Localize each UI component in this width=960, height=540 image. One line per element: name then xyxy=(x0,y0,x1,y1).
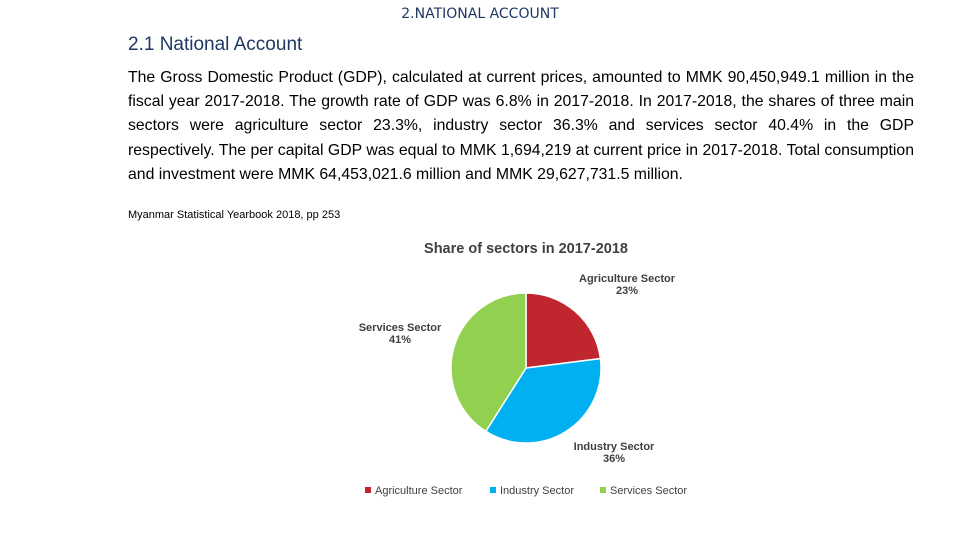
legend-swatch xyxy=(600,487,606,493)
pie-chart: Share of sectors in 2017-2018 Agricultur… xyxy=(359,241,688,497)
legend-swatch xyxy=(490,487,496,493)
legend-swatch xyxy=(365,487,371,493)
body-paragraph: The Gross Domestic Product (GDP), calcul… xyxy=(128,69,914,183)
slice-value-label: 41% xyxy=(389,334,411,346)
legend-item: Industry Sector xyxy=(490,485,574,497)
chart-legend: Agriculture Sector Industry Sector Service… xyxy=(365,485,687,497)
legend-item: Agriculture Sector xyxy=(365,485,463,497)
pie-slices xyxy=(450,292,602,444)
legend-label: Industry Sector xyxy=(500,485,574,497)
slice-name-label: Industry Sector xyxy=(574,441,655,453)
slice-value-label: 23% xyxy=(616,285,638,297)
slide-title: 2.NATIONAL ACCOUNT xyxy=(401,6,559,22)
pie-slice-services-sector xyxy=(450,292,527,433)
legend-item: Services Sector xyxy=(600,485,687,497)
slice-value-label: 36% xyxy=(603,453,625,465)
legend-label: Agriculture Sector xyxy=(375,485,463,497)
pie-slice-agriculture-sector xyxy=(525,292,602,369)
source-note: Myanmar Statistical Yearbook 2018, pp 25… xyxy=(128,209,341,221)
chart-title: Share of sectors in 2017-2018 xyxy=(424,241,628,257)
slice-name-label: Services Sector xyxy=(359,322,442,334)
pie-slice-industry-sector xyxy=(484,357,602,444)
section-heading: 2.1 National Account xyxy=(128,34,303,55)
legend-label: Services Sector xyxy=(610,485,687,497)
slice-name-label: Agriculture Sector xyxy=(579,273,676,285)
